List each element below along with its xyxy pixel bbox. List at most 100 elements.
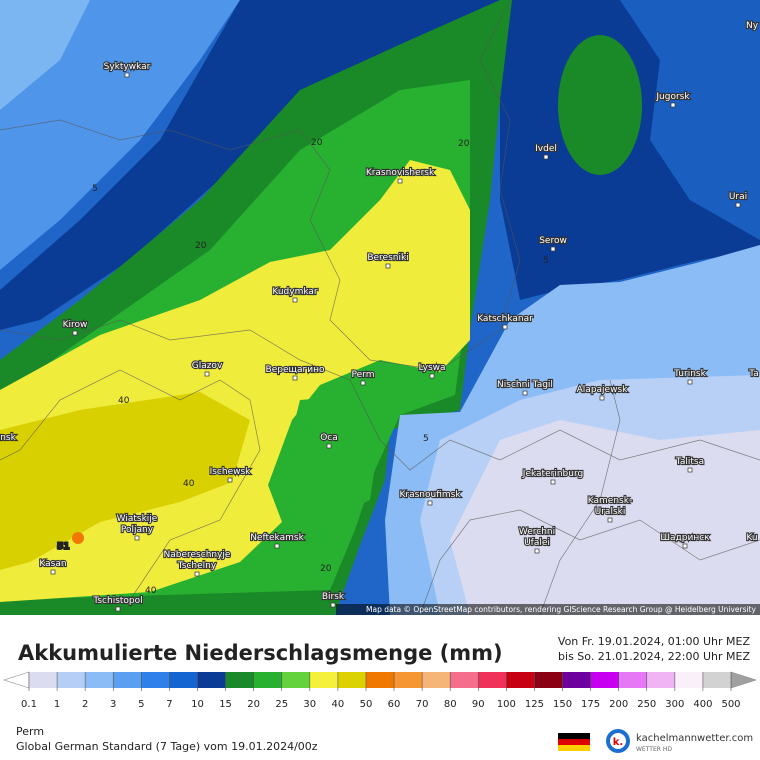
colorbar-box	[225, 672, 254, 688]
colorbar-tick-label: 200	[609, 699, 628, 710]
colorbar-tick-label: 175	[581, 699, 600, 710]
colorbar-box	[590, 672, 619, 688]
contour-label: 40	[183, 479, 195, 489]
city-marker	[429, 373, 435, 379]
colorbar-box	[29, 672, 58, 688]
map: Map data © OpenStreetMap contributors, r…	[0, 0, 760, 616]
city-marker	[550, 479, 556, 485]
colorbar-box	[113, 672, 142, 688]
city-label: Birsk	[322, 592, 345, 602]
city-label: Jugorsk	[655, 92, 690, 102]
brand-sub: WETTER HD	[636, 746, 672, 753]
city-label: Beresniki	[367, 253, 408, 263]
contour-label: 5	[543, 256, 549, 266]
colorbar-tick-label: 150	[553, 699, 572, 710]
colorbar-tick-label: 7	[166, 699, 172, 710]
city-label: Kasan	[39, 559, 66, 569]
city-marker	[50, 569, 56, 575]
city-label: Tschelny	[177, 561, 217, 571]
city-label: Ischewsk	[210, 467, 252, 477]
colorbar-tick-label: 300	[665, 699, 684, 710]
city-marker	[204, 371, 210, 377]
city-label: Шадринск	[660, 533, 710, 543]
flag	[558, 733, 590, 751]
city-marker	[534, 548, 540, 554]
colorbar-box	[422, 672, 451, 688]
colorbar-box	[197, 672, 226, 688]
colorbar-box	[674, 672, 703, 688]
colorbar-tick-label: 40	[332, 699, 345, 710]
city-label: Alapajewsk	[577, 385, 628, 395]
colorbar-tick-label: 70	[416, 699, 429, 710]
city-label: Naberesсhnyje	[164, 550, 231, 560]
city-label: Ta	[748, 369, 759, 379]
colorbar-tick-label: 15	[219, 699, 232, 710]
colorbar-tick-label: 90	[472, 699, 485, 710]
location: Perm	[16, 725, 44, 738]
city-label: Katschkanar	[477, 314, 533, 324]
colorbar-box	[85, 672, 114, 688]
colorbar-tick-label: 50	[360, 699, 373, 710]
city-marker	[227, 477, 233, 483]
city-marker	[670, 102, 676, 108]
colorbar-tick-label: 250	[637, 699, 656, 710]
colorbar-box	[450, 672, 479, 688]
colorbar-tick-label: 30	[303, 699, 316, 710]
city-marker	[134, 535, 140, 541]
city-label: Kamensk-	[588, 496, 632, 506]
colorbar-arrow-high	[730, 671, 757, 689]
colorbar-tick-label: 500	[721, 699, 740, 710]
city-label: Kudymkar	[272, 287, 318, 297]
contour-label: 20	[320, 564, 332, 574]
svg-text:k.: k.	[613, 737, 623, 748]
city-marker	[735, 202, 741, 208]
contour-label: 5	[92, 184, 98, 194]
colorbar-tick-label: 125	[525, 699, 544, 710]
colorbar-box	[141, 672, 170, 688]
city-label: Talitsa	[675, 457, 704, 467]
colorbar-box	[337, 672, 366, 688]
city-marker	[599, 395, 605, 401]
city-label: Serow	[539, 236, 567, 246]
contour-label: 20	[195, 241, 207, 251]
colorbar-tick-label: 60	[388, 699, 401, 710]
city-label: Glazov	[192, 361, 223, 371]
city-marker	[385, 263, 391, 269]
city-marker	[326, 443, 332, 449]
colorbar-box	[394, 672, 423, 688]
city-marker	[360, 380, 366, 386]
city-marker	[124, 72, 130, 78]
model-run: Global German Standard (7 Tage) vom 19.0…	[16, 740, 318, 753]
city-marker	[687, 379, 693, 385]
city-label: Turinsk	[673, 369, 706, 379]
city-label: Urai	[729, 192, 747, 202]
city-label: Ku	[746, 533, 757, 543]
city-marker	[397, 178, 403, 184]
city-marker	[292, 375, 298, 381]
colorbar-tick-label: 1	[54, 699, 60, 710]
period-end: bis So. 21.01.2024, 22:00 Uhr MEZ	[558, 650, 750, 663]
city-label: Krasnovishersk	[366, 168, 435, 178]
colorbar-box	[618, 672, 647, 688]
colorbar-box	[309, 672, 338, 688]
city-marker	[522, 390, 528, 396]
city-label: Lyswa	[418, 363, 445, 373]
colorbar-box	[365, 672, 395, 688]
legend-title: Akkumulierte Niederschlagsmenge (mm)	[18, 641, 503, 665]
city-label: Верещагино	[266, 365, 325, 375]
city-marker	[274, 543, 280, 549]
contour-label: 51	[57, 542, 70, 552]
city-label: Ny	[746, 21, 759, 31]
period-start: Von Fr. 19.01.2024, 01:00 Uhr MEZ	[558, 635, 751, 648]
city-label: Perm	[352, 370, 375, 380]
city-label: Uralski	[595, 507, 626, 517]
colorbar-box	[478, 672, 507, 688]
contour-label: 5	[423, 434, 429, 444]
city-marker	[682, 543, 688, 549]
city-label: Jekaterinburg	[522, 469, 583, 479]
colorbar-box	[534, 672, 563, 688]
brand: kachelmannwetter.com	[636, 733, 753, 744]
colorbar-tick-label: 0.1	[21, 699, 37, 710]
colorbar-tick-label: 10	[191, 699, 204, 710]
